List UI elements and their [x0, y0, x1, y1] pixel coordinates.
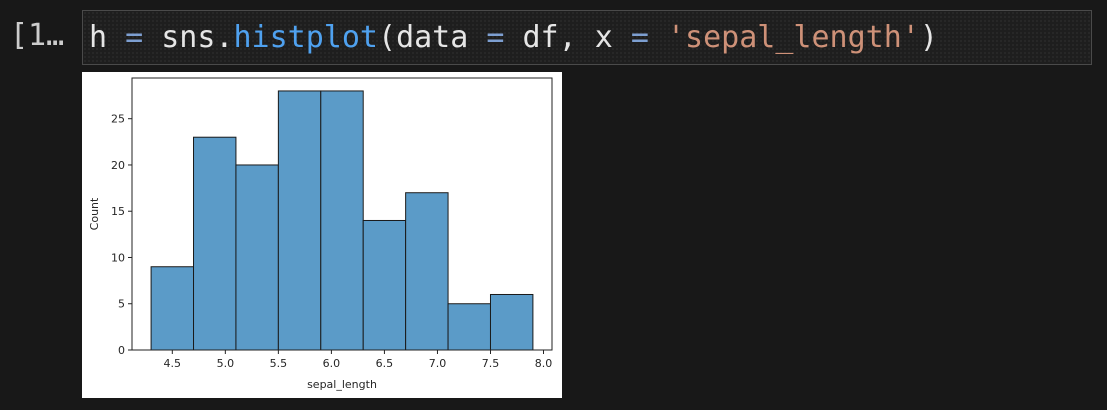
code-string: 'sepal_length'	[667, 20, 920, 55]
x-tick-label: 5.5	[270, 357, 288, 370]
histogram-bar	[193, 136, 237, 351]
histogram-bar	[235, 164, 279, 351]
code-arg-name: data	[396, 20, 469, 55]
x-tick-label: 6.0	[323, 357, 341, 370]
x-tick-label: 7.0	[429, 357, 447, 370]
code-module: sns.	[161, 20, 234, 55]
execution-count: [1…	[10, 18, 65, 53]
code-paren-close: )	[919, 20, 938, 55]
x-axis-label: sepal_length	[307, 378, 377, 391]
code-line: h = sns.histplot(data = df, x = 'sepal_l…	[89, 19, 938, 57]
y-axis: 0 5 10 15 20 25	[111, 113, 132, 357]
x-tick-label: 5.0	[217, 357, 235, 370]
histogram-bar	[489, 293, 534, 351]
histogram-bar	[277, 90, 322, 351]
code-input[interactable]: h = sns.histplot(data = df, x = 'sepal_l…	[82, 10, 1092, 65]
histogram-bar	[150, 266, 195, 351]
code-paren-open: (	[378, 20, 397, 55]
y-axis-label: Count	[88, 197, 101, 230]
bars	[150, 90, 534, 351]
y-tick-label: 25	[111, 113, 125, 126]
code-op: =	[630, 20, 649, 55]
y-tick-label: 15	[111, 205, 125, 218]
y-tick-label: 10	[111, 251, 125, 264]
code-arg-name: x	[594, 20, 613, 55]
histogram-bar	[405, 192, 449, 351]
code-var: h	[89, 20, 108, 55]
y-tick-label: 0	[118, 344, 125, 357]
axes-frame	[131, 77, 553, 351]
histogram-bar	[320, 90, 364, 351]
axes-border	[131, 77, 553, 351]
y-tick-label: 5	[118, 298, 125, 311]
histogram-bar	[362, 219, 407, 351]
x-axis: 4.5 5.0 5.5 6.0 6.5 7.0 7.5 8.0	[164, 350, 553, 370]
x-tick-label: 8.0	[535, 357, 553, 370]
histogram-bar	[447, 303, 491, 351]
code-op: =	[125, 20, 144, 55]
code-function: histplot	[233, 20, 379, 55]
x-tick-label: 6.5	[376, 357, 394, 370]
x-tick-label: 4.5	[164, 357, 182, 370]
histogram-chart: 4.5 5.0 5.5 6.0 6.5 7.0 7.5 8.0 0 5 10 15 20 25 sepa…	[88, 77, 553, 391]
cell-output: 4.5 5.0 5.5 6.0 6.5 7.0 7.5 8.0 0 5 10 15 20 25 sepa…	[82, 72, 562, 398]
y-tick-label: 20	[111, 159, 125, 172]
code-op: =	[486, 20, 505, 55]
x-tick-label: 7.5	[482, 357, 500, 370]
code-arg-value: df,	[522, 20, 577, 55]
